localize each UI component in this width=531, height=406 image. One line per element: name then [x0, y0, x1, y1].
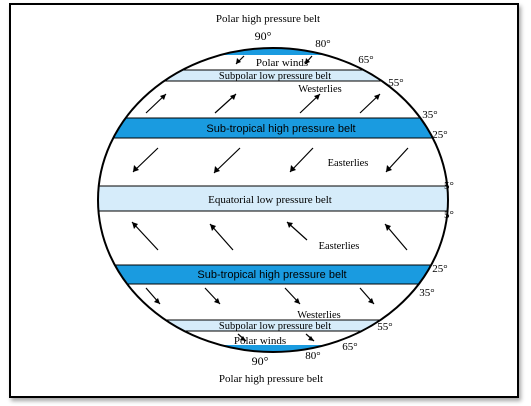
arrow-heads	[132, 58, 392, 341]
arrow-easterly-bottom-1	[131, 221, 159, 251]
label-easterlies-top: Easterlies	[328, 158, 369, 169]
degree-top-35: 35°	[422, 109, 437, 121]
polar-cap-top	[98, 48, 448, 55]
subpolar-belt-top	[98, 69, 448, 82]
subtropical-belt-bottom	[98, 264, 448, 285]
degree-top-80: 80°	[315, 38, 330, 50]
degree-bottom-90: 90°	[252, 354, 269, 368]
label-polar-winds-top: Polar winds	[256, 57, 308, 69]
degree-bottom-80: 80°	[305, 350, 320, 362]
degree-top-5: 5°	[444, 180, 454, 192]
arrow-easterly-top-1	[132, 147, 159, 173]
label-subtropical-top: Sub-tropical high pressure belt	[206, 123, 355, 135]
degree-bottom-55: 55°	[377, 321, 392, 333]
globe-outline	[97, 47, 449, 353]
degree-bottom-5: 5°	[444, 209, 454, 221]
arrow-easterly-top-2	[213, 147, 241, 174]
subpolar-belt-bottom	[98, 319, 448, 332]
equatorial-belt	[98, 185, 448, 212]
subtropical-belt-top	[98, 117, 448, 139]
degree-top-65: 65°	[358, 54, 373, 66]
degree-bottom-25: 25°	[432, 263, 447, 275]
label-subpolar-top: Subpolar low pressure belt	[219, 71, 331, 82]
label-easterlies-bottom: Easterlies	[319, 241, 360, 252]
degree-top-25: 25°	[432, 129, 447, 141]
label-subpolar-bottom: Subpolar low pressure belt	[219, 321, 331, 332]
degree-bottom-35: 35°	[419, 287, 434, 299]
polar-cap-bottom	[98, 345, 448, 352]
label-polar-winds-bottom: Polar winds	[234, 335, 286, 347]
label-equatorial-belt: Equatorial low pressure belt	[208, 194, 332, 206]
label-westerlies-bottom: Westerlies	[297, 310, 340, 321]
degree-top-55: 55°	[388, 77, 403, 89]
label-polar-high-bottom: Polar high pressure belt	[219, 373, 323, 385]
degree-bottom-65: 65°	[342, 341, 357, 353]
label-polar-high-top: Polar high pressure belt	[216, 13, 320, 25]
label-westerlies-top: Westerlies	[298, 84, 341, 95]
degree-top-90: 90°	[255, 29, 272, 43]
label-subtropical-bottom: Sub-tropical high pressure belt	[197, 269, 346, 281]
